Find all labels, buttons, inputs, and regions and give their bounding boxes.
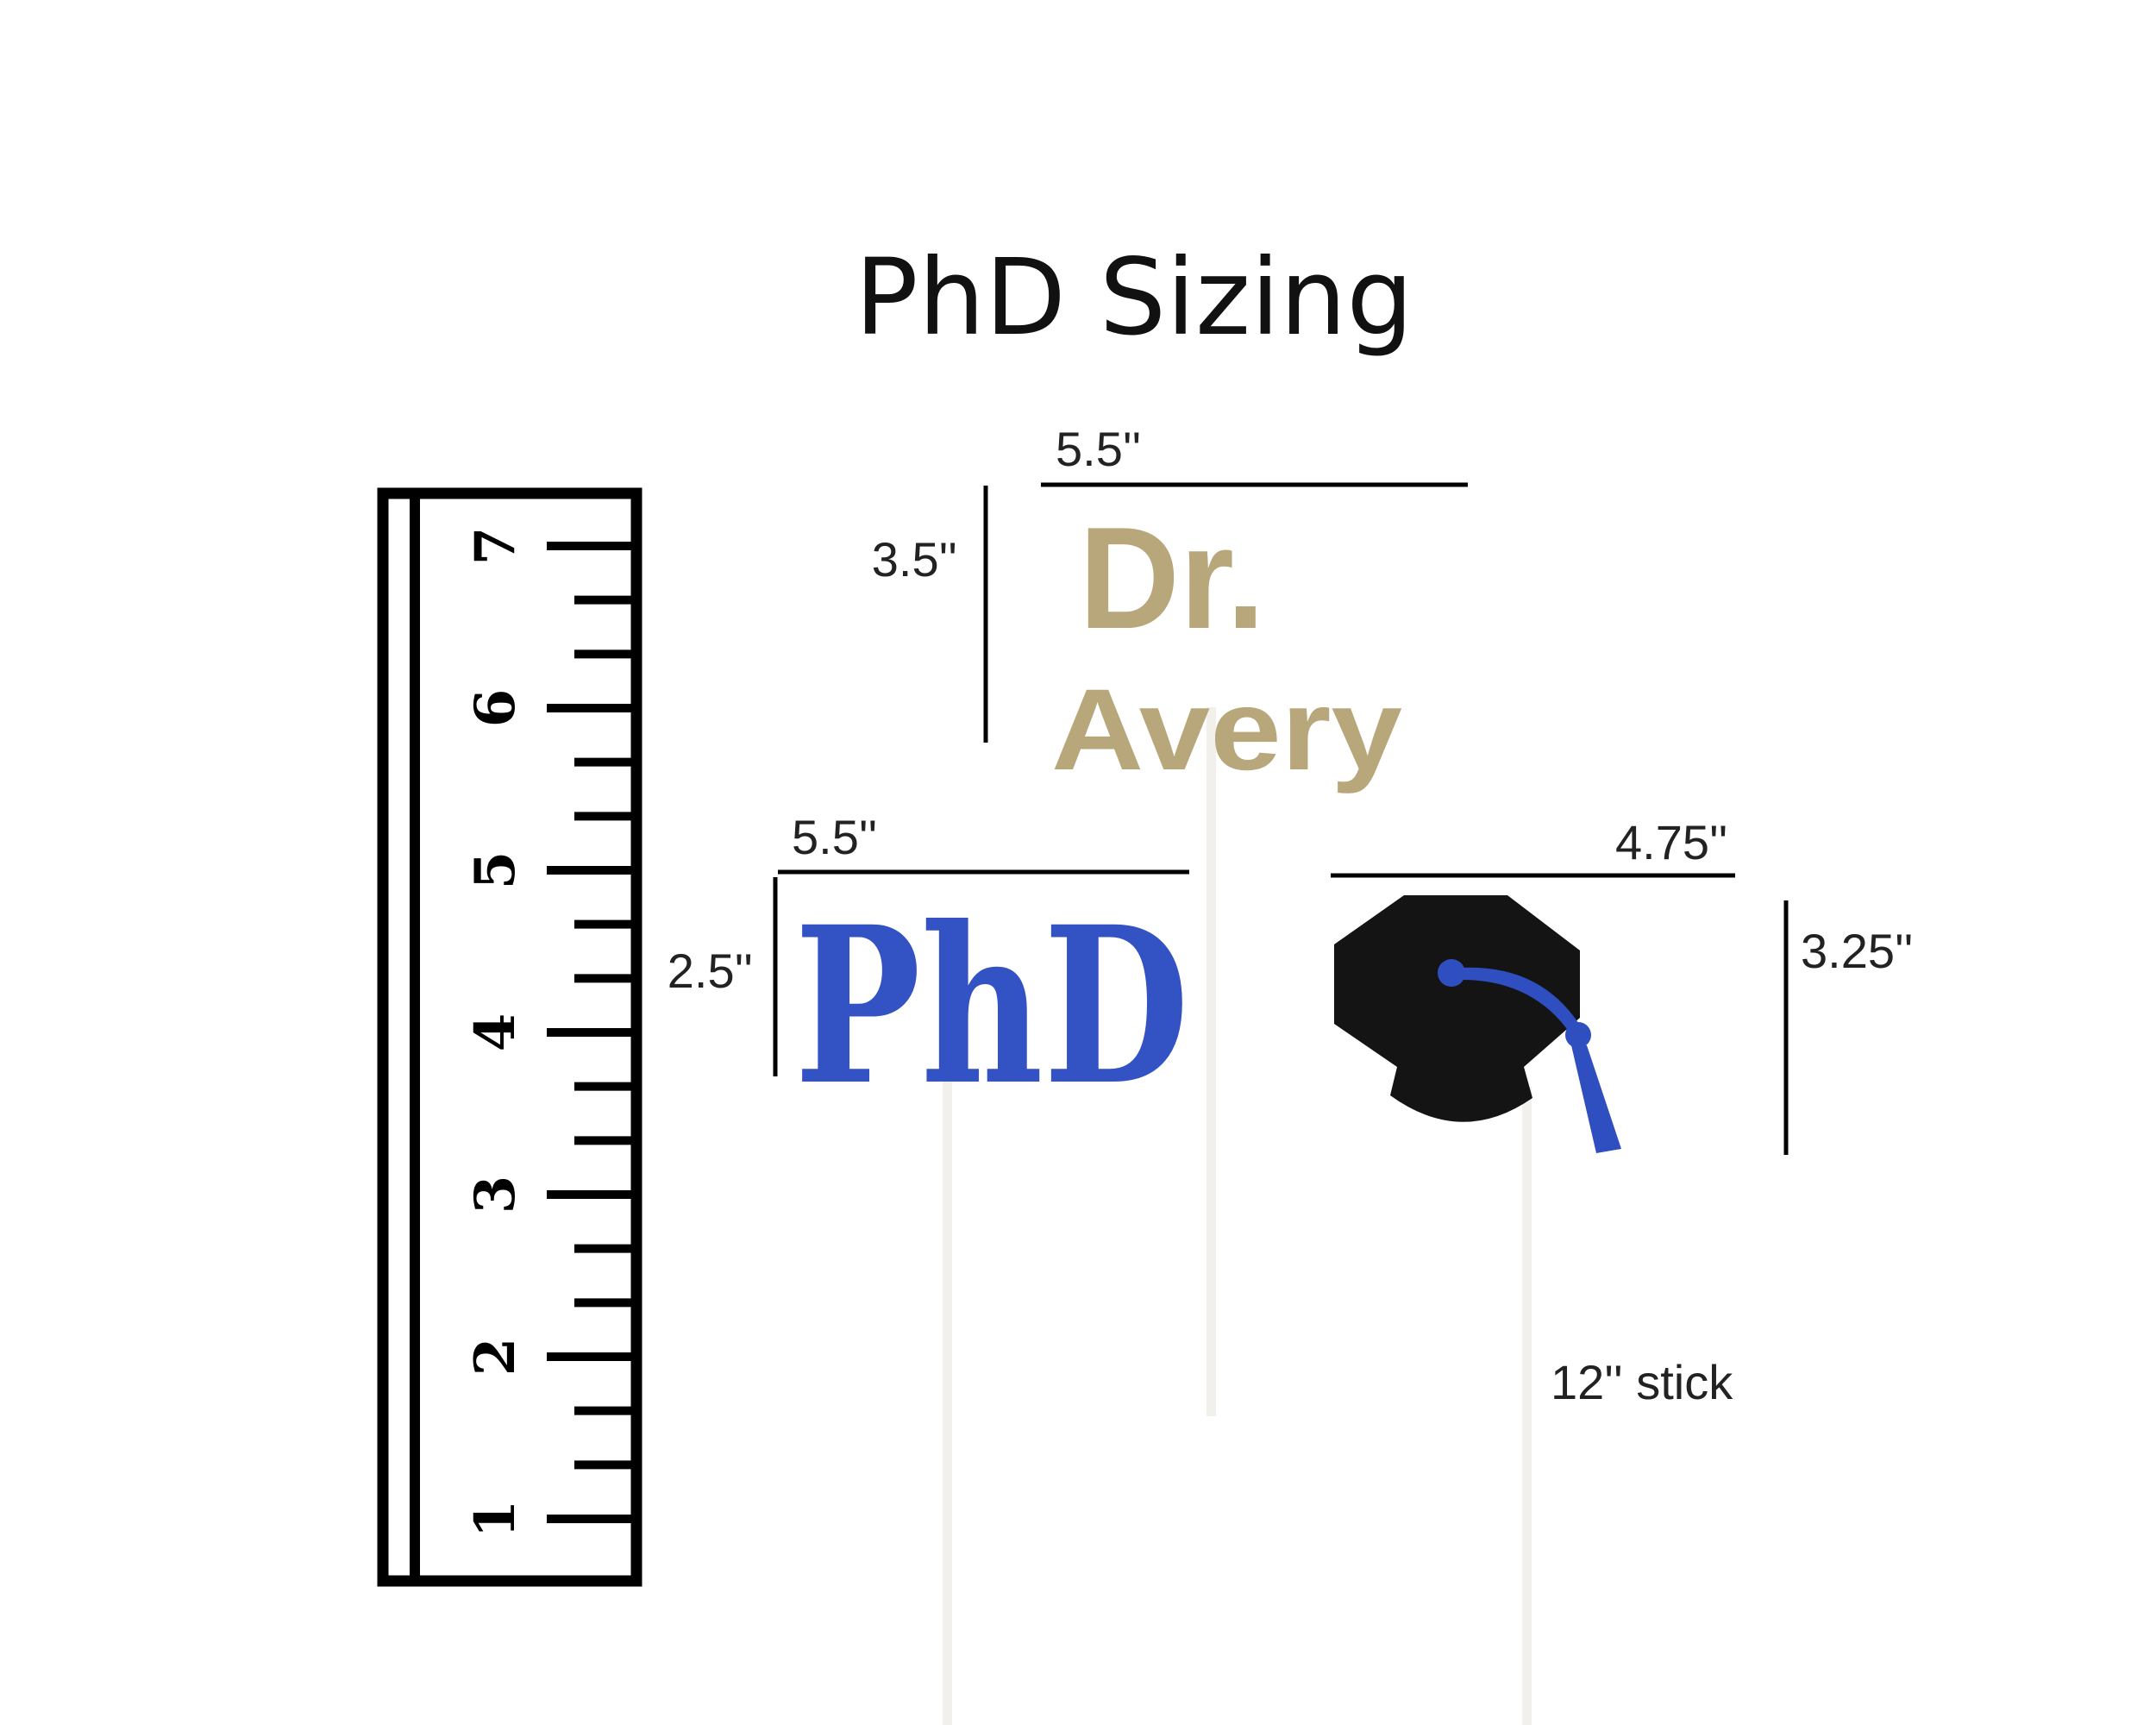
width-label: 5.5'' [1056,422,1141,476]
topper-text-avery: Avery [1051,666,1402,794]
stick-phd [943,1070,952,1725]
height-label: 3.5'' [872,532,957,586]
phd-topper: 5.5'' 2.5'' PhD [667,810,1189,1132]
topper-text-dr: Dr. [1079,497,1265,659]
ruler-number: 3 [463,1176,528,1214]
width-label: 4.75'' [1615,815,1727,869]
ruler-number: 4 [463,1013,528,1052]
grad-cap-topper: 4.75'' 3.25'' [1331,815,1913,1155]
height-label: 3.25'' [1801,924,1913,978]
ruler-number: 5 [463,851,528,890]
ruler-number: 2 [463,1338,528,1377]
page-title: PhD Sizing [855,236,1413,359]
stick-cap [1522,1087,1532,1725]
ruler-number: 1 [463,1500,528,1539]
stick-dr-avery [1206,707,1216,1416]
ruler-number: 6 [463,689,528,728]
stick-length-label: 12'' stick [1551,1355,1733,1409]
dr-avery-topper: 5.5'' 3.5'' Dr. Avery [872,422,1468,794]
topper-text-phd: PhD [794,879,1189,1132]
tassel-icon [1438,959,1621,1153]
ruler-number: 7 [463,527,528,566]
ruler-outline [377,487,642,1587]
ruler: 1 2 3 4 5 6 7 [377,487,642,1587]
grad-cap-icon [1334,895,1580,1122]
height-label: 2.5'' [667,944,753,998]
width-label: 5.5'' [792,810,877,864]
